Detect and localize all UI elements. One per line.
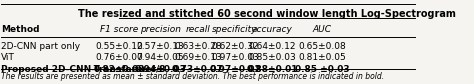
Text: 0.85±0.03: 0.85±0.03 (248, 53, 296, 62)
Text: 0.55±0.12: 0.55±0.12 (95, 42, 143, 51)
Text: ViT: ViT (1, 53, 15, 62)
Text: 0.97±0.03: 0.97±0.03 (211, 53, 259, 62)
Text: specificity: specificity (212, 25, 258, 34)
Text: 0.73±0.07: 0.73±0.07 (172, 65, 224, 74)
Text: 0.76±0.07: 0.76±0.07 (95, 53, 143, 62)
Text: 0.62±0.32: 0.62±0.32 (211, 42, 259, 51)
Text: 0.88±0.01: 0.88±0.01 (246, 65, 298, 74)
Text: 0.94±0.05: 0.94±0.05 (137, 53, 184, 62)
Text: 0.81±0.05: 0.81±0.05 (298, 53, 346, 62)
Text: 0.82±0.03: 0.82±0.03 (93, 65, 145, 74)
Text: 0.97±0.02: 0.97±0.02 (209, 65, 261, 74)
Text: F1 score: F1 score (100, 25, 138, 34)
Text: 0.69±0.13: 0.69±0.13 (174, 53, 222, 62)
Text: 0.65±0.08: 0.65±0.08 (298, 42, 346, 51)
Text: precision: precision (140, 25, 181, 34)
Text: Proposed 2D-CNN-Transformer/8: Proposed 2D-CNN-Transformer/8 (1, 65, 166, 74)
Text: 0.57±0.13: 0.57±0.13 (137, 42, 184, 51)
Text: recall: recall (185, 25, 210, 34)
Text: 0.64±0.12: 0.64±0.12 (248, 42, 296, 51)
Text: The resized and stitched 60 second window length Log-Spectrogram: The resized and stitched 60 second windo… (78, 9, 456, 19)
Text: Method: Method (1, 25, 40, 34)
Text: 2D-CNN part only: 2D-CNN part only (1, 42, 81, 51)
Text: The results are presented as mean ± standard deviation. The best performance is : The results are presented as mean ± stan… (1, 72, 384, 81)
Text: AUC: AUC (312, 25, 331, 34)
Text: 0.94±0.03: 0.94±0.03 (135, 65, 186, 74)
Text: accuracy: accuracy (252, 25, 293, 34)
Text: 0.85 ±0.03: 0.85 ±0.03 (295, 65, 349, 74)
Text: 0.63±0.28: 0.63±0.28 (174, 42, 222, 51)
